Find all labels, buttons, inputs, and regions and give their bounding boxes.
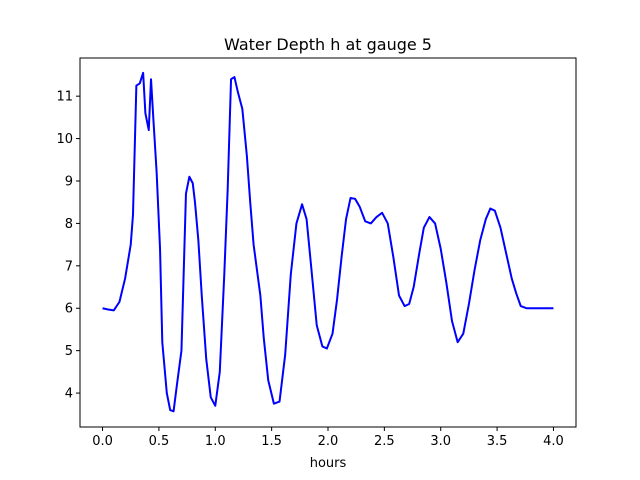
y-tick-label: 7	[65, 259, 73, 274]
chart-title: Water Depth h at gauge 5	[224, 35, 432, 54]
y-tick-label: 11	[56, 90, 73, 105]
y-tick-label: 9	[65, 175, 73, 190]
water-depth-line	[102, 71, 554, 413]
x-tick-label: 0.5	[149, 434, 170, 449]
x-tick-label: 2.0	[318, 434, 339, 449]
x-axis-label: hours	[310, 456, 347, 471]
y-tick-label: 5	[65, 344, 73, 359]
y-tick-label: 4	[65, 387, 73, 402]
y-tick-label: 8	[65, 217, 73, 232]
y-axis-ticks: 4 5 6 7 8 9 10 11	[56, 90, 80, 402]
x-tick-label: 0.0	[92, 434, 113, 449]
plot-area	[79, 57, 577, 428]
x-tick-label: 3.0	[430, 434, 451, 449]
y-tick-label: 6	[65, 302, 73, 317]
x-tick-label: 1.5	[261, 434, 282, 449]
plot-frame	[79, 57, 577, 428]
x-axis-ticks: 0.0 0.5 1.0 1.5 2.0 2.5 3.0 3.5 4.0	[92, 427, 564, 449]
x-tick-label: 1.0	[205, 434, 226, 449]
x-tick-label: 3.5	[487, 434, 508, 449]
x-tick-label: 4.0	[543, 434, 564, 449]
y-tick-label: 10	[56, 132, 73, 147]
x-tick-label: 2.5	[374, 434, 395, 449]
